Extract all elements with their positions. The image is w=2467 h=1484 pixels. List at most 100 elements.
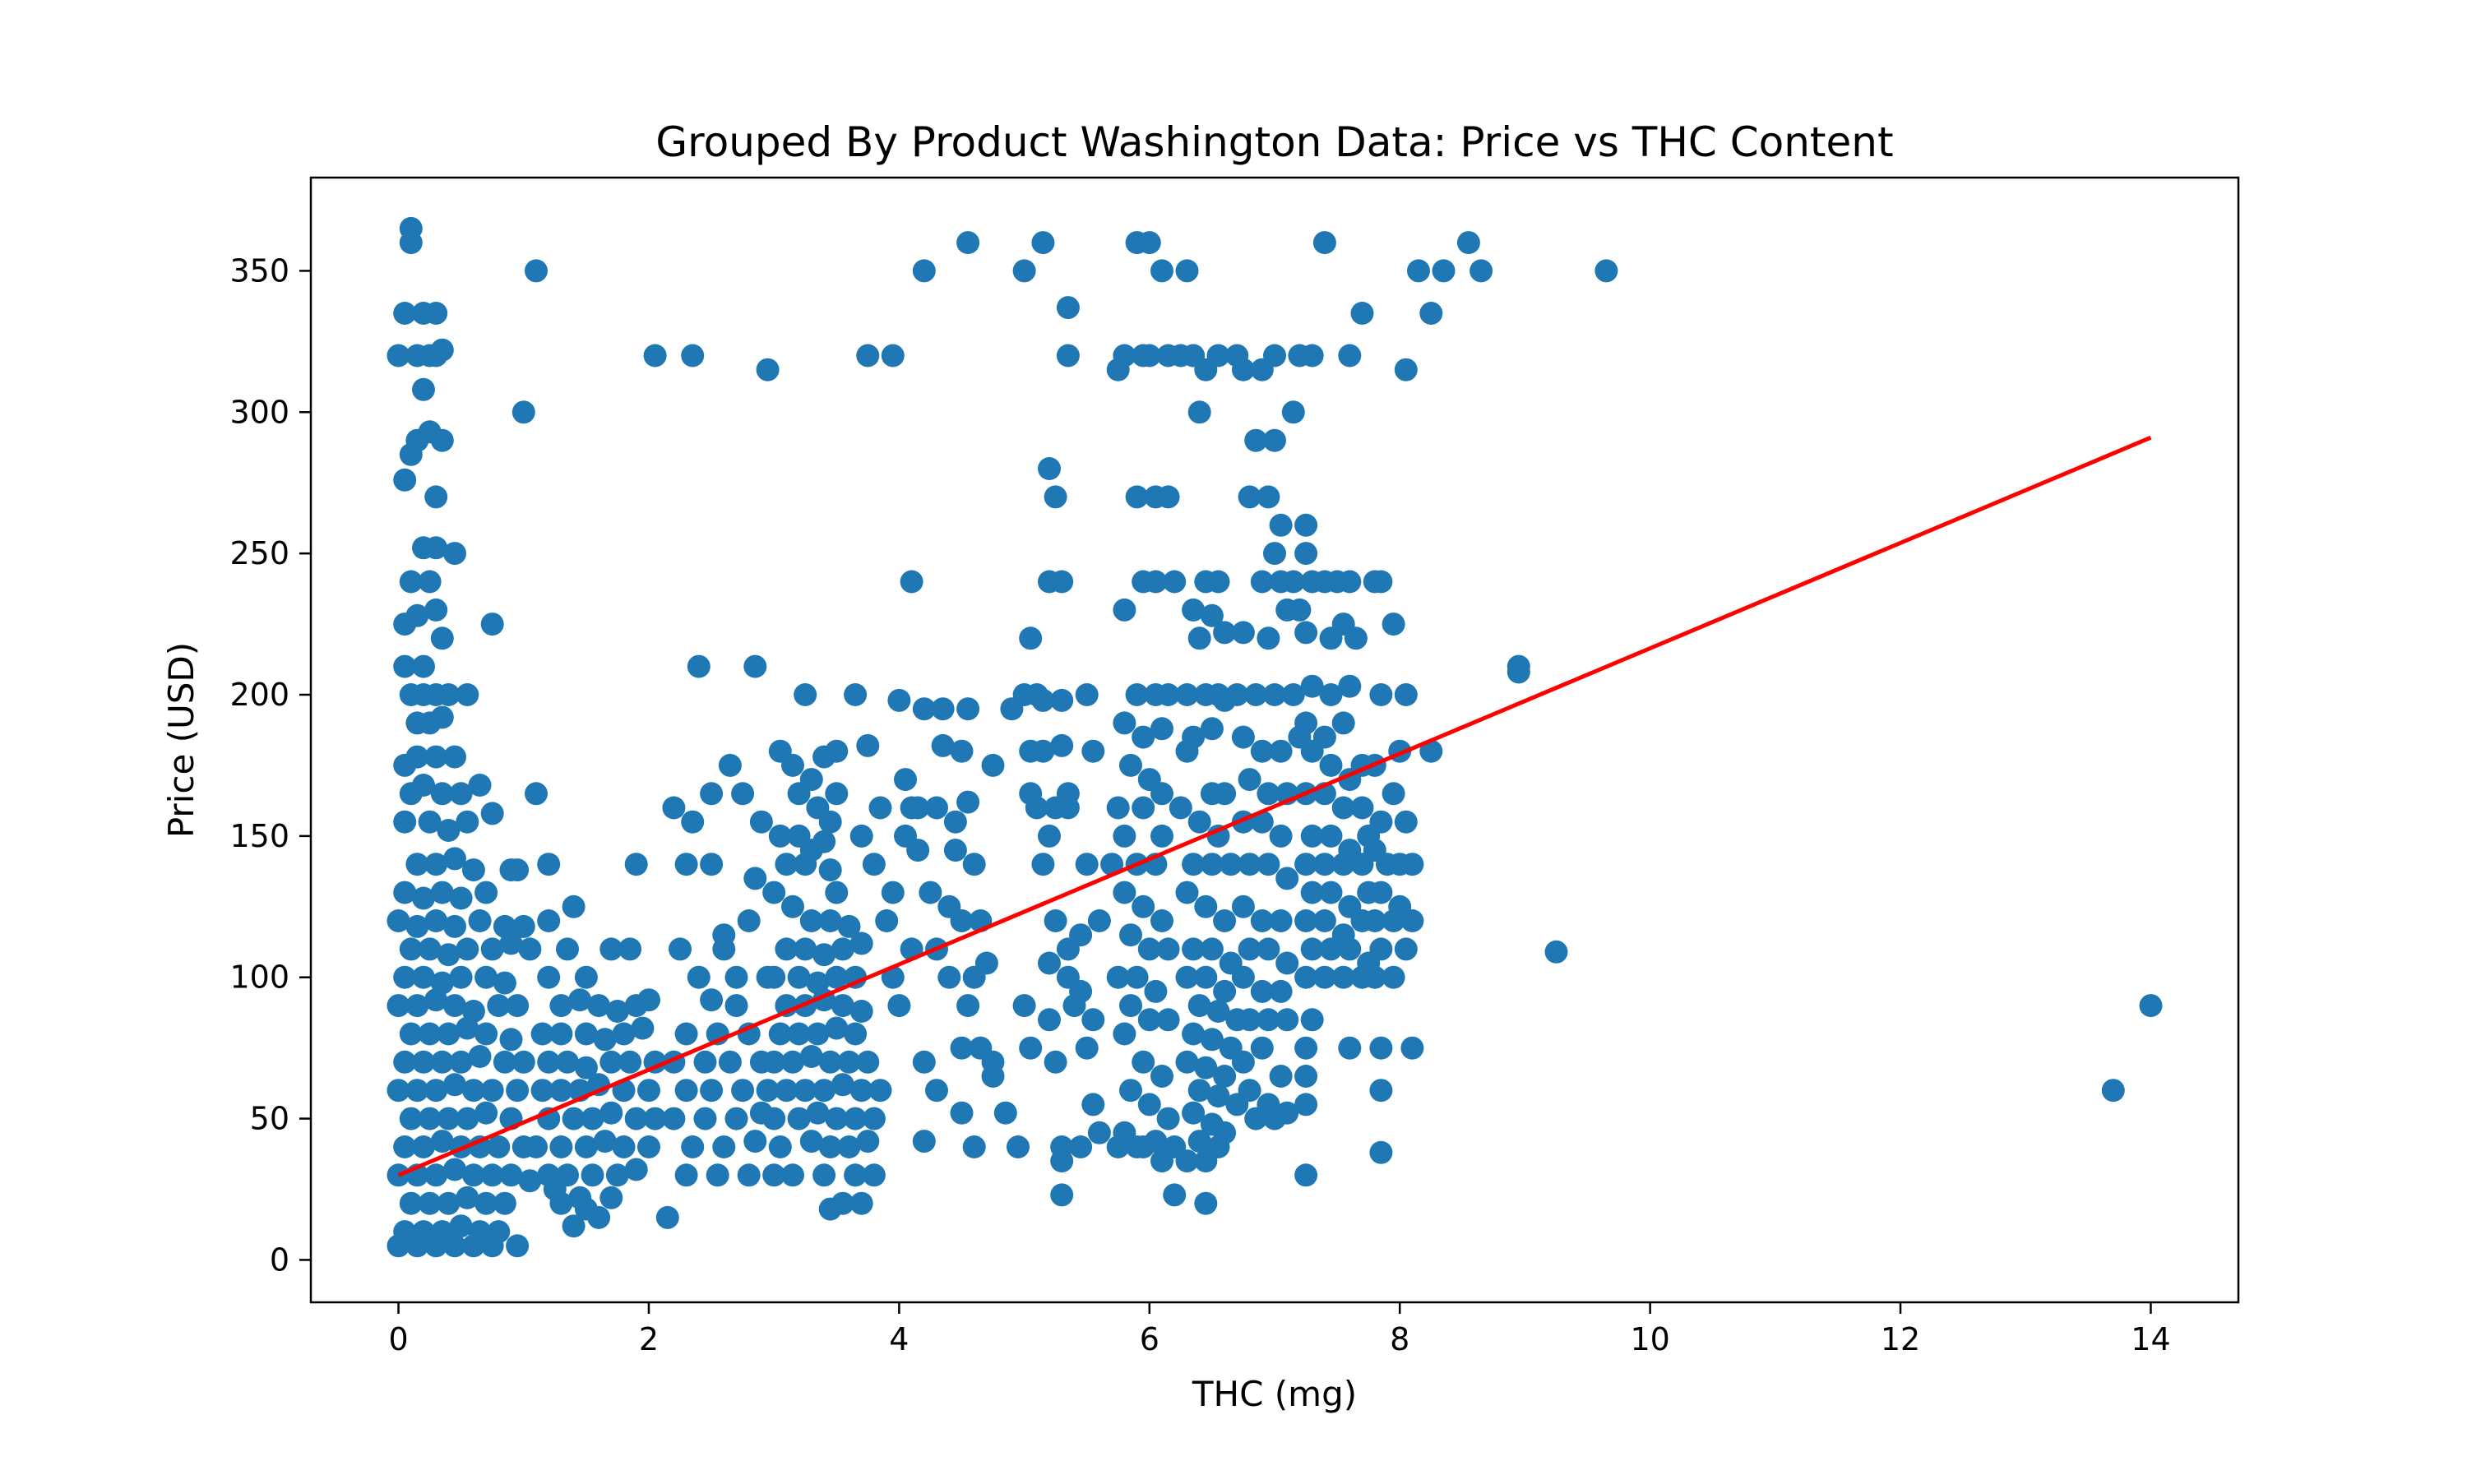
data-point [1087,909,1111,932]
data-point [1294,1065,1318,1088]
data-points [386,216,2163,1258]
data-point [474,965,498,989]
data-point [1187,400,1211,424]
data-point [624,853,648,876]
data-point [412,774,435,797]
data-point [812,1163,836,1187]
data-point [681,810,705,834]
data-point [674,1079,698,1103]
data-point [1150,909,1173,932]
data-point [1194,358,1218,381]
data-point [825,1107,849,1130]
data-point [1132,1050,1155,1074]
data-point [1125,1135,1149,1158]
data-point [762,1163,786,1187]
data-point [1038,951,1061,975]
data-point [1294,853,1318,876]
data-point [430,428,454,452]
y-tick-label: 0 [270,1241,289,1278]
data-point [399,442,423,466]
data-point [1132,725,1155,749]
data-point [1213,1065,1237,1088]
data-point [768,1135,792,1158]
data-point [762,1050,786,1074]
data-point [1194,895,1218,918]
data-point [574,1135,598,1158]
data-point [1250,739,1274,763]
x-tick-label: 2 [639,1321,659,1357]
data-point [430,626,454,650]
data-point [574,965,598,989]
y-tick-label: 250 [229,535,289,571]
data-point [1075,853,1099,876]
data-point [1231,621,1255,645]
x-tick-label: 12 [1881,1321,1920,1357]
data-point [549,1022,573,1046]
data-point [424,536,448,560]
data-point [1137,231,1161,255]
data-point [862,1107,886,1130]
data-point [1275,951,1299,975]
data-point [724,1107,748,1130]
data-point [1257,853,1280,876]
data-point [637,1135,660,1158]
data-point [1213,979,1237,1003]
data-point [1113,1022,1136,1046]
data-point [386,344,410,368]
data-point [1238,853,1261,876]
data-point [412,377,435,401]
data-point [1238,768,1261,792]
data-point [1338,1036,1362,1060]
data-point [412,1050,435,1074]
data-point [1400,909,1424,932]
data-point [1263,1107,1286,1130]
data-point [825,881,849,904]
data-point [1182,1022,1206,1046]
data-point [806,1101,830,1125]
data-point [480,1079,504,1103]
x-axis: 0 2 4 6 8 10 12 14 [388,1302,2171,1357]
data-point [724,965,748,989]
data-point [443,1073,466,1097]
data-point [1294,909,1318,932]
data-point [1187,1079,1211,1103]
data-point [825,965,849,989]
data-point [844,1163,868,1187]
data-point [1125,485,1149,509]
data-point [1257,485,1280,509]
data-point [393,881,417,904]
data-point [669,937,692,961]
data-point [1294,1036,1318,1060]
data-point [1194,1149,1218,1173]
data-point [605,1000,629,1023]
data-point [743,867,767,890]
data-point [1113,824,1136,848]
data-point [1394,358,1418,381]
data-point [862,1163,886,1187]
data-point [1187,994,1211,1018]
data-point [461,1163,485,1187]
data-point [1031,853,1055,876]
data-point [781,753,804,777]
data-point [818,1050,842,1074]
data-point [1056,296,1080,320]
data-point [1275,1008,1299,1032]
data-point [844,683,868,706]
data-point [568,988,592,1012]
data-point [693,1050,717,1074]
data-point [1250,1036,1274,1060]
data-point [812,1079,836,1103]
data-point [912,1050,936,1074]
data-point [1182,853,1206,876]
data-point [1294,1163,1318,1187]
data-point [1012,994,1036,1018]
data-point [687,654,710,678]
data-point [1050,570,1074,594]
data-point [831,937,854,961]
data-point [424,988,448,1012]
data-point [956,790,980,814]
data-point [762,881,786,904]
y-tick-label: 350 [229,252,289,289]
data-point [974,951,998,975]
data-point [849,932,873,955]
